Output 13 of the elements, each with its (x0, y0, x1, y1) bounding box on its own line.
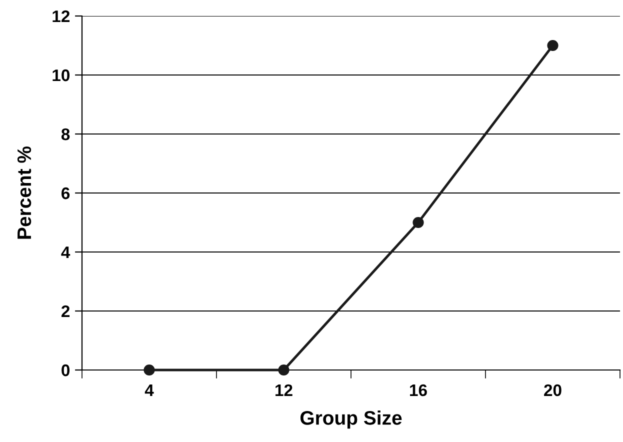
y-tick-label: 0 (62, 364, 70, 376)
y-tick-label: 2 (62, 305, 70, 318)
y-tick-label: 10 (52, 69, 70, 82)
y-axis-title: Percent % (17, 146, 32, 239)
y-tick-label: 4 (61, 246, 70, 258)
y-tick-label: 12 (52, 10, 70, 22)
x-tick-label: 20 (544, 384, 562, 396)
x-tick-label: 4 (144, 384, 154, 396)
x-axis-title: Group Size (300, 410, 402, 429)
x-tick-label: 16 (410, 384, 427, 396)
x-tick-label: 12 (276, 384, 292, 396)
y-tick-label: 6 (62, 187, 70, 200)
y-tick-label: 8 (61, 128, 70, 140)
